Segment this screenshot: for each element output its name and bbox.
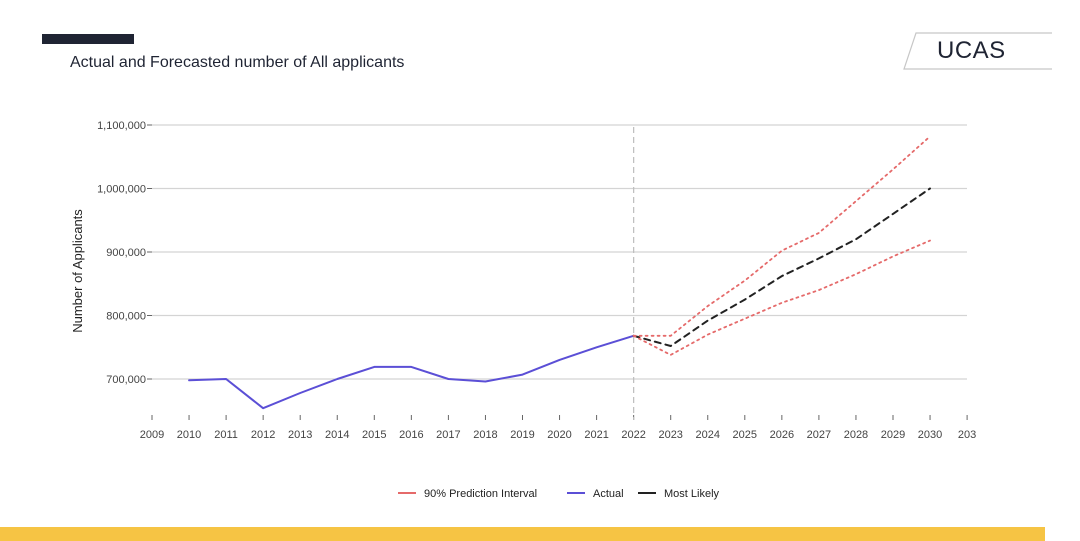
page-title: Actual and Forecasted number of All appl… — [70, 54, 405, 71]
x-tick-label: 2015 — [362, 429, 386, 441]
y-tick-label: 800,000 — [106, 311, 146, 323]
y-tick-label: 900,000 — [106, 247, 146, 259]
x-tick-label: 2011 — [214, 429, 238, 441]
x-tick-label: 2009 — [140, 429, 164, 441]
y-axis-label: Number of Applicants — [70, 209, 85, 333]
x-tick-label: 2016 — [399, 429, 423, 441]
x-tick-label: 203 — [958, 429, 976, 441]
x-tick-label: 2023 — [658, 429, 682, 441]
x-tick-label: 2018 — [473, 429, 497, 441]
x-tick-label: 2014 — [325, 429, 349, 441]
x-tick-label: 2010 — [177, 429, 201, 441]
footer-band — [0, 527, 1045, 541]
most-likely-line — [632, 187, 931, 347]
prediction-interval-lower — [632, 239, 931, 356]
legend-label: Most Likely — [664, 488, 720, 500]
ucas-logo: UCAS — [937, 37, 1006, 64]
prediction-interval-upper — [632, 135, 931, 337]
y-tick-label: 700,000 — [106, 374, 146, 386]
x-tick-label: 2024 — [696, 429, 720, 441]
legend-label: Actual — [593, 488, 624, 500]
x-tick-label: 2029 — [881, 429, 905, 441]
legend-label: 90% Prediction Interval — [424, 488, 537, 500]
y-tick-label: 1,100,000 — [97, 120, 146, 132]
x-tick-label: 2025 — [733, 429, 757, 441]
ucas-logo-frame — [903, 32, 1052, 70]
x-tick-label: 2021 — [584, 429, 608, 441]
actual-line — [188, 334, 635, 410]
x-tick-label: 2022 — [621, 429, 645, 441]
x-tick-label: 2027 — [807, 429, 831, 441]
x-tick-label: 2026 — [770, 429, 794, 441]
x-tick-label: 2028 — [844, 429, 868, 441]
x-tick-label: 2030 — [918, 429, 942, 441]
x-tick-label: 2019 — [510, 429, 534, 441]
header-accent-bar — [42, 34, 134, 44]
x-tick-label: 2017 — [436, 429, 460, 441]
x-tick-label: 2013 — [288, 429, 312, 441]
x-tick-label: 2020 — [547, 429, 571, 441]
x-tick-label: 2012 — [251, 429, 275, 441]
y-tick-label: 1,000,000 — [97, 184, 146, 196]
